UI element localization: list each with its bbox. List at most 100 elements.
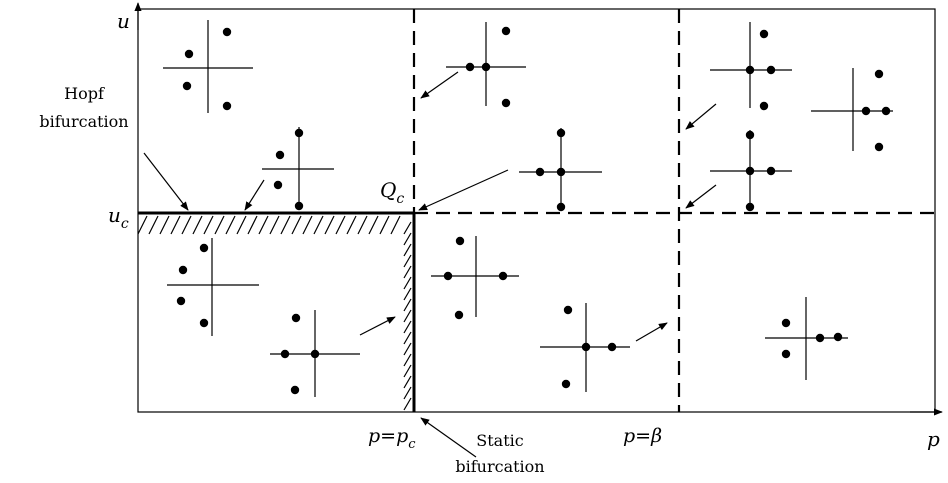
uc-main: u bbox=[108, 203, 121, 227]
root-dot bbox=[280, 349, 290, 359]
hatch-mark bbox=[403, 276, 412, 290]
root-dot bbox=[563, 305, 573, 315]
root-dot bbox=[781, 349, 791, 359]
root-dot bbox=[861, 106, 871, 116]
hatch-mark bbox=[403, 364, 412, 378]
hatch-mark bbox=[192, 215, 203, 235]
root-dot bbox=[561, 379, 571, 389]
root-dot bbox=[556, 167, 566, 177]
hatch-mark bbox=[403, 265, 412, 279]
arrow-top-right-2 bbox=[685, 184, 717, 209]
hatch-mark bbox=[203, 215, 214, 235]
hatch-mark bbox=[247, 215, 258, 235]
hatch-mark bbox=[137, 215, 148, 235]
plot-frame bbox=[137, 8, 936, 413]
root-dot bbox=[745, 166, 755, 176]
root-dot bbox=[556, 128, 566, 138]
pc-main: p=p bbox=[368, 425, 408, 447]
arrow-hopf-left bbox=[143, 152, 189, 211]
hatch-mark bbox=[324, 215, 335, 235]
hatch-mark bbox=[403, 254, 412, 268]
root-dot bbox=[290, 385, 300, 395]
root-dot bbox=[222, 27, 232, 37]
root-dot bbox=[759, 101, 769, 111]
root-dot bbox=[815, 333, 825, 343]
root-dot bbox=[745, 130, 755, 140]
static-label-line1: Static bbox=[476, 431, 523, 450]
root-dot bbox=[766, 65, 776, 75]
hatch-mark bbox=[403, 342, 412, 356]
pointer-arrows bbox=[143, 71, 717, 458]
root-dot bbox=[874, 142, 884, 152]
root-dot bbox=[766, 166, 776, 176]
hatch-mark bbox=[403, 243, 412, 257]
root-dot bbox=[874, 69, 884, 79]
root-dot bbox=[291, 313, 301, 323]
root-dot bbox=[182, 81, 192, 91]
hatch-mark bbox=[335, 215, 346, 235]
root-dot bbox=[184, 49, 194, 59]
arrow-top-mid-left bbox=[420, 71, 459, 99]
root-dot bbox=[199, 318, 209, 328]
hatch-mark bbox=[302, 215, 313, 235]
root-dot bbox=[759, 29, 769, 39]
hopf-label-line1: Hopf bbox=[64, 84, 105, 103]
root-dot bbox=[745, 202, 755, 212]
hatch-mark bbox=[403, 287, 412, 301]
root-dot bbox=[176, 296, 186, 306]
beta-label: p=β bbox=[623, 425, 662, 447]
hatch-mark bbox=[225, 215, 236, 235]
static-label-line2: bifurcation bbox=[455, 457, 544, 476]
hatch-mark bbox=[403, 298, 412, 312]
root-dot bbox=[294, 201, 304, 211]
arrow-static bbox=[420, 417, 477, 458]
root-dot bbox=[498, 271, 508, 281]
pc-sub: c bbox=[408, 437, 416, 452]
root-dot bbox=[178, 265, 188, 275]
root-dot bbox=[556, 202, 566, 212]
hatch-mark bbox=[181, 215, 192, 235]
hatch-mark bbox=[280, 215, 291, 235]
uc-sub: c bbox=[121, 216, 129, 232]
arrow-qc bbox=[418, 169, 509, 211]
root-dot bbox=[310, 349, 320, 359]
root-dot bbox=[535, 167, 545, 177]
hatch-mark bbox=[403, 320, 412, 334]
hatch-mark bbox=[403, 331, 412, 345]
root-dot bbox=[781, 318, 791, 328]
hatch-mark bbox=[357, 215, 368, 235]
root-dot bbox=[275, 150, 285, 160]
root-dot bbox=[465, 62, 475, 72]
hatch-mark bbox=[403, 375, 412, 389]
hatch-mark bbox=[368, 215, 379, 235]
arrow-low-left bbox=[359, 316, 396, 336]
hatch-mark bbox=[346, 215, 357, 235]
root-dot bbox=[581, 342, 591, 352]
root-dot bbox=[222, 101, 232, 111]
qc-main: Q bbox=[380, 178, 396, 202]
hatch-mark bbox=[313, 215, 324, 235]
hatch-mark bbox=[403, 221, 412, 235]
root-dot bbox=[273, 180, 283, 190]
hatch-mark bbox=[269, 215, 280, 235]
static-hatching bbox=[403, 221, 412, 411]
root-dot bbox=[607, 342, 617, 352]
root-dot bbox=[294, 128, 304, 138]
pc-label: p=pc bbox=[368, 425, 416, 452]
arrow-hopf-mid bbox=[244, 179, 265, 211]
root-dot bbox=[745, 65, 755, 75]
root-dot bbox=[454, 310, 464, 320]
hatch-mark bbox=[159, 215, 170, 235]
hatch-mark bbox=[403, 309, 412, 323]
hatch-mark bbox=[291, 215, 302, 235]
arrow-top-right-1 bbox=[685, 103, 717, 130]
qc-label: Qc bbox=[380, 178, 404, 207]
hatch-mark bbox=[403, 397, 412, 411]
hatch-mark bbox=[170, 215, 181, 235]
root-dot bbox=[501, 98, 511, 108]
root-dot bbox=[481, 62, 491, 72]
hopf-label-line2: bifurcation bbox=[39, 112, 128, 131]
root-plots bbox=[163, 20, 893, 397]
root-dot bbox=[833, 332, 843, 342]
